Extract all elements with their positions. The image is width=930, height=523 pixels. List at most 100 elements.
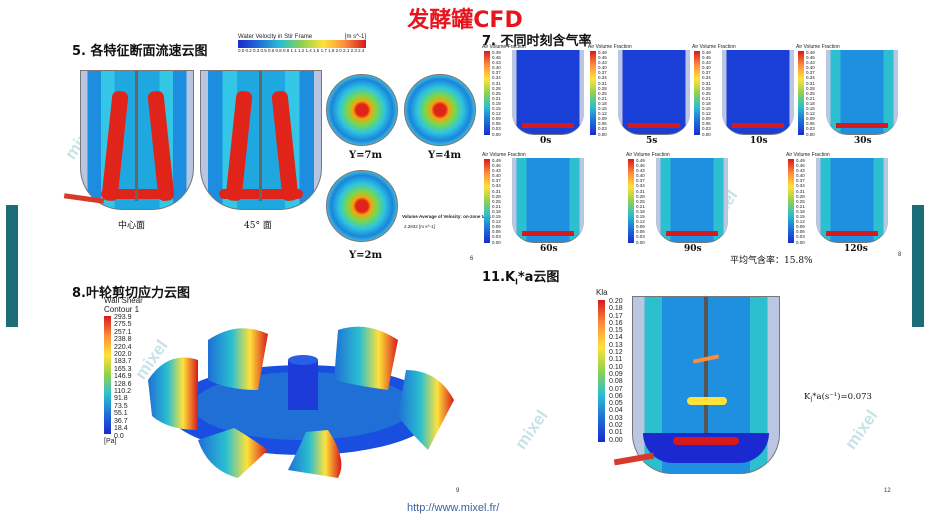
section11-heading-main: 11.K [482, 270, 516, 285]
volume-fraction-render [512, 158, 584, 243]
volume-fraction-tick: 0.43 [598, 60, 607, 66]
shear-colorbar [104, 316, 111, 434]
volume-fraction-tick: 0.21 [636, 203, 645, 209]
volume-fraction-tick: 0.21 [806, 95, 815, 101]
average-gas-holdup: 平均气含率：15.8% [730, 256, 813, 266]
volume-fraction-tick: 0.06 [806, 121, 815, 127]
volume-fraction-tick: 0.09 [598, 116, 607, 122]
section11-heading-sub: l [515, 277, 518, 287]
kla-contour-render [632, 296, 780, 474]
kla-scale-tick: 0.13 [609, 341, 623, 349]
volume-fraction-tick: 0.21 [598, 95, 607, 101]
volume-fraction-time: 5s [646, 136, 658, 146]
volume-fraction-tick: 0.49 [492, 158, 501, 163]
volume-fraction-tick: 0.34 [796, 183, 805, 189]
volume-fraction-panel: Air Volume Fraction 0.49 0.46 0.43 0.40 0.37 0… [482, 152, 586, 256]
volume-fraction-tick: 0.49 [702, 50, 711, 55]
shear-legend-title: Wall Shear [104, 296, 143, 305]
volume-fraction-tick: 0.34 [806, 75, 815, 81]
kla-scale-tick: 0.03 [609, 414, 623, 422]
volume-fraction-tick: 0.12 [702, 111, 711, 117]
volume-fraction-tick: 0.40 [492, 65, 501, 71]
volume-fraction-tick: 0.34 [702, 75, 711, 81]
shear-scale-tick: 293.9 [114, 314, 132, 321]
volume-fraction-tick: 0.25 [702, 90, 711, 96]
velocity-legend-unit: [m s^-1] [344, 34, 366, 40]
volume-fraction-tick: 0.37 [796, 178, 805, 184]
volume-fraction-tick: 0.09 [636, 224, 645, 230]
volume-fraction-scale: 0.49 0.46 0.43 0.40 0.37 0.34 0.31 0.28 0.25 0.21… [806, 50, 815, 137]
shear-scale-tick: 202.0 [114, 351, 132, 359]
volume-fraction-tick: 0.46 [806, 55, 815, 61]
kla-scale-tick: 0.09 [609, 370, 623, 378]
watermark: mixel [511, 406, 552, 453]
kla-scale-tick: 0.15 [609, 327, 623, 335]
volume-fraction-tick: 0.09 [806, 116, 815, 122]
volume-fraction-render [512, 50, 584, 135]
volume-fraction-panel: Air Volume Fraction 0.49 0.46 0.43 0.40 0.37 0… [482, 44, 586, 148]
caption-y2: Y=2m [349, 250, 383, 261]
volume-fraction-tick: 0.09 [492, 224, 501, 230]
volume-fraction-tick: 0.18 [806, 100, 815, 106]
shear-scale-tick: 275.5 [114, 321, 132, 329]
volume-fraction-render [816, 158, 888, 243]
volume-fraction-tick: 0.25 [492, 198, 501, 204]
volume-fraction-tick: 0.46 [492, 55, 501, 61]
shear-scale-tick: 183.7 [114, 358, 132, 366]
volume-fraction-tick: 0.43 [636, 168, 645, 174]
volume-fraction-tick: 0.49 [796, 158, 805, 163]
volume-fraction-tick: 0.03 [636, 234, 645, 240]
volume-fraction-title: Air Volume Fraction [482, 152, 526, 158]
volume-fraction-tick: 0.06 [492, 121, 501, 127]
volume-fraction-tick: 0.31 [702, 80, 711, 86]
footer-url[interactable]: http://www.mixel.fr/ [407, 502, 500, 514]
volume-fraction-tick: 0.06 [796, 229, 805, 235]
volume-fraction-title: Air Volume Fraction [692, 44, 736, 50]
volume-fraction-colorbar [694, 51, 700, 135]
volume-fraction-render [722, 50, 794, 135]
volume-fraction-tick: 0.12 [598, 111, 607, 117]
shear-legend-sub: Contour 1 [104, 305, 140, 314]
velocity-legend-ticks: 0.0 0.2 0.3 0.5 0.6 0.8 0.9 1.1 1.2 1.4 … [238, 48, 366, 53]
volume-fraction-tick: 0.31 [806, 80, 815, 86]
volume-fraction-tick: 0.46 [702, 55, 711, 61]
volume-fraction-title: Air Volume Fraction [786, 152, 830, 158]
volume-fraction-colorbar [628, 159, 634, 243]
kla-scale-tick: 0.06 [609, 392, 623, 400]
volume-fraction-title: Air Volume Fraction [626, 152, 670, 158]
volume-fraction-tick: 0.15 [492, 106, 501, 112]
impeller-shear-render [148, 326, 454, 478]
kla-scale-tick: 0.20 [609, 298, 623, 305]
volume-fraction-tick: 0.03 [492, 126, 501, 132]
volume-fraction-tick: 0.00 [806, 131, 815, 137]
volume-fraction-colorbar [788, 159, 794, 243]
caption-45-plane: 45° 面 [244, 221, 272, 231]
velocity-section-y4 [404, 74, 476, 146]
volume-fraction-tick: 0.37 [702, 70, 711, 76]
volume-fraction-tick: 0.15 [806, 106, 815, 112]
volume-fraction-tick: 0.43 [702, 60, 711, 66]
volume-fraction-tick: 0.12 [636, 219, 645, 225]
volume-fraction-tick: 0.15 [492, 214, 501, 220]
volume-fraction-tick: 0.49 [492, 50, 501, 55]
volume-fraction-tick: 0.43 [796, 168, 805, 174]
volume-fraction-tick: 0.25 [598, 90, 607, 96]
shear-scale-tick: 91.8 [114, 395, 128, 403]
volume-fraction-render [656, 158, 728, 243]
page-number-12: 12 [884, 488, 891, 494]
volume-fraction-panel: Air Volume Fraction 0.49 0.46 0.43 0.40 0.37 0… [588, 44, 692, 148]
volume-fraction-tick: 0.00 [702, 131, 711, 137]
volume-fraction-time: 60s [540, 244, 558, 254]
volume-fraction-tick: 0.00 [598, 131, 607, 137]
volume-fraction-tick: 0.06 [636, 229, 645, 235]
volume-fraction-time: 0s [540, 136, 552, 146]
volume-fraction-colorbar [798, 51, 804, 135]
kla-scale-tick: 0.12 [609, 349, 623, 357]
volume-fraction-tick: 0.06 [492, 229, 501, 235]
volume-fraction-colorbar [484, 51, 490, 135]
shear-scale-tick: 73.5 [114, 402, 128, 410]
volume-fraction-panel: Air Volume Fraction 0.49 0.46 0.43 0.40 0.37 0… [796, 44, 900, 148]
volume-fraction-tick: 0.34 [492, 183, 501, 189]
caption-center-plane: 中心面 [118, 221, 146, 231]
volume-fraction-tick: 0.18 [492, 208, 501, 214]
